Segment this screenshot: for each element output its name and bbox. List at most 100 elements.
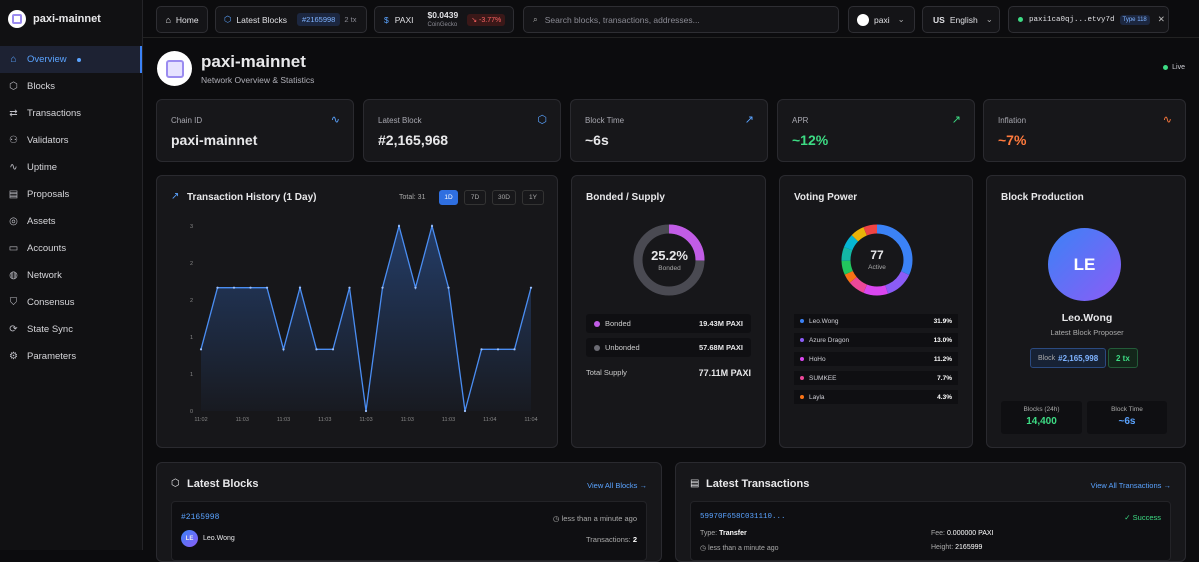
validator-row[interactable]: Azure Dragon 13.0% — [794, 333, 958, 347]
data-point — [298, 286, 302, 289]
stat-label: APR — [792, 116, 809, 125]
sidebar-item-parameters[interactable]: ⚙ Parameters — [0, 343, 142, 370]
stat-label: Chain ID — [171, 116, 203, 125]
tx-count-badge: 2 tx — [1108, 348, 1138, 368]
latest-blocks-label: Latest Blocks — [236, 14, 287, 25]
coins-icon: ◎ — [9, 216, 18, 227]
brand-name: paxi-mainnet — [33, 13, 101, 25]
bonded-row: Bonded 19.43M PAXI — [586, 314, 751, 333]
bonded-arc — [633, 224, 705, 296]
close-icon[interactable]: ✕ — [1157, 14, 1165, 25]
block-production-title: Block Production — [1001, 192, 1084, 203]
latest-blocks-button[interactable]: ⬡ Latest Blocks #2165998 2 tx — [215, 6, 367, 33]
voting-power-arc — [841, 224, 913, 296]
voting-title: Voting Power — [794, 192, 858, 203]
sidebar-item-state-sync[interactable]: ⟳ State Sync — [0, 316, 142, 343]
data-point — [447, 286, 450, 289]
search-input[interactable]: ⌕ Search blocks, transactions, addresses… — [523, 6, 839, 33]
range-7d-button[interactable]: 7D — [464, 190, 486, 205]
token-symbol: PAXI — [394, 14, 414, 25]
sidebar-item-assets[interactable]: ◎ Assets — [0, 208, 142, 235]
sidebar-item-blocks[interactable]: ⬡ Blocks — [0, 73, 142, 100]
sidebar-item-overview[interactable]: ⌂ Overview — [0, 46, 142, 73]
validator-row[interactable]: Layla 4.3% — [794, 390, 958, 404]
data-point — [414, 286, 417, 289]
range-1d-button[interactable]: 1D — [439, 190, 458, 205]
validator-name: HoHo — [809, 355, 826, 363]
blocks-24h-value: 14,400 — [1026, 416, 1057, 427]
sidebar-item-uptime[interactable]: ∿ Uptime — [0, 154, 142, 181]
block-list-item[interactable]: #2165998 ◷ less than a minute ago LE Leo… — [171, 501, 647, 561]
sidebar-item-label: Proposals — [27, 189, 70, 200]
sidebar-item-validators[interactable]: ⚇ Validators — [0, 127, 142, 154]
x-tick-label: 11:02 — [194, 417, 207, 423]
home-button[interactable]: ⌂ Home — [156, 6, 208, 33]
sidebar-item-proposals[interactable]: ▤ Proposals — [0, 181, 142, 208]
sidebar-item-network[interactable]: ◍ Network — [0, 262, 142, 289]
tx-type-label: Type: — [700, 530, 718, 537]
token-price: $0.0439 — [427, 9, 459, 20]
x-tick-label: 11:03 — [442, 417, 455, 423]
validator-row[interactable]: Leo.Wong 31.9% — [794, 314, 958, 328]
validator-name: Leo.Wong — [809, 317, 839, 325]
document-icon: ▤ — [690, 478, 700, 489]
view-all-blocks-link[interactable]: View All Blocks → — [587, 481, 647, 490]
language-label: English — [949, 14, 978, 25]
tx-count: 2 — [632, 535, 637, 544]
latest-blocks-card: ⬡ Latest Blocks View All Blocks → #21659… — [156, 462, 662, 562]
y-tick-label: 1 — [190, 372, 193, 378]
range-1y-button[interactable]: 1Y — [522, 190, 544, 205]
search-icon: ⌕ — [533, 14, 538, 24]
tx-hash-link[interactable]: 59970F658C031110... — [700, 513, 786, 521]
blocks-24h-label: Blocks (24h) — [1023, 406, 1060, 413]
block-badge: #2165998 — [296, 13, 341, 26]
latest-tx-title: Latest Transactions — [706, 478, 810, 490]
block-height-link[interactable]: #2165998 — [181, 513, 220, 522]
sidebar-item-label: Transactions — [27, 108, 82, 119]
price-widget[interactable]: $ PAXI $0.0439 CoinGecko ↘ -3.77% — [374, 6, 514, 33]
blocks-24h-box: Blocks (24h) 14,400 — [1001, 401, 1082, 434]
stat-value: #2,165,968 — [378, 132, 449, 148]
tx-fee-value: 0.000000 PAXI — [946, 530, 994, 537]
data-point — [529, 286, 533, 289]
sidebar-item-label: State Sync — [27, 324, 73, 335]
arrows-icon: ⇄ — [9, 108, 18, 119]
tx-list-item[interactable]: 59970F658C031110... ✓ Success Type: Tran… — [690, 501, 1171, 561]
proposer-avatar: LE — [1048, 228, 1121, 301]
brand[interactable]: paxi-mainnet — [0, 0, 142, 38]
proposer-name: Leo.Wong — [1061, 312, 1113, 324]
tx-fee: Fee: 0.000000 PAXI — [931, 530, 994, 537]
shield-icon: ⛉ — [9, 297, 18, 308]
price-change: -3.77% — [479, 16, 502, 24]
view-all-transactions-link[interactable]: View All Transactions → — [1090, 481, 1171, 490]
main-content: paxi-mainnet Network Overview & Statisti… — [143, 38, 1199, 562]
sidebar-item-consensus[interactable]: ⛉ Consensus — [0, 289, 142, 316]
stat-card-inflation: Inflation ~7% ∿ — [983, 99, 1186, 162]
home-icon: ⌂ — [165, 14, 171, 25]
data-point — [513, 348, 516, 351]
y-tick-label: 2 — [190, 261, 193, 267]
wallet-button[interactable]: paxi1ca0qj...etvy7d Type 118 ✕ — [1008, 6, 1169, 33]
activity-icon: ∿ — [9, 162, 18, 173]
bonded-percent: 25.2% — [651, 248, 688, 263]
sidebar-item-label: Uptime — [27, 162, 58, 173]
validator-power: 31.9% — [933, 317, 952, 325]
sidebar-item-label: Parameters — [27, 351, 77, 362]
validator-color-dot — [800, 395, 804, 399]
sidebar-item-transactions[interactable]: ⇄ Transactions — [0, 100, 142, 127]
range-30d-button[interactable]: 30D — [492, 190, 516, 205]
proposed-block-badge[interactable]: Block #2,165,998 — [1030, 348, 1107, 368]
network-select[interactable]: paxi ⌄ — [848, 6, 915, 33]
validator-row[interactable]: HoHo 11.2% — [794, 352, 958, 366]
check-circle-icon: ✓ — [1124, 513, 1131, 522]
clock-icon: ◷ — [552, 514, 560, 523]
sidebar-item-accounts[interactable]: ▭ Accounts — [0, 235, 142, 262]
x-tick-label: 11:03 — [277, 417, 290, 423]
validator-row[interactable]: SUMKEE 7.7% — [794, 371, 958, 385]
language-select[interactable]: US English ⌄ — [922, 6, 1000, 33]
data-point — [315, 348, 318, 351]
document-icon: ▤ — [8, 189, 19, 200]
total-supply-label: Total Supply — [586, 368, 627, 377]
data-point — [232, 286, 236, 289]
active-validator-count: 77 — [870, 248, 884, 262]
